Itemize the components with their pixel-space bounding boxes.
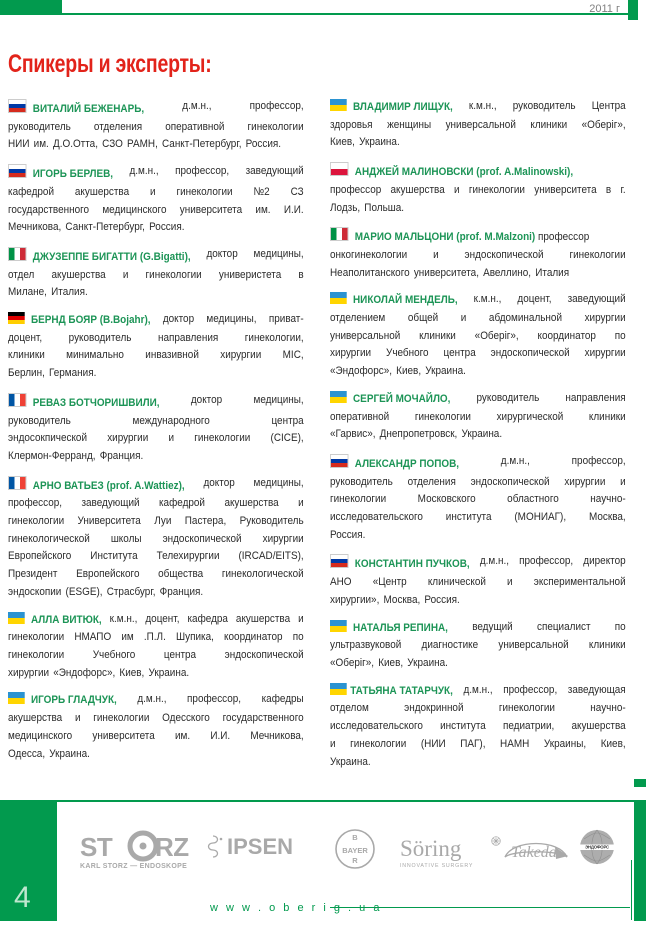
svg-text:IPSEN: IPSEN [227, 834, 293, 859]
svg-text:B: B [352, 833, 358, 842]
svg-text:INNOVATIVE SURGERY: INNOVATIVE SURGERY [400, 863, 473, 869]
svg-text:Takeda: Takeda [511, 844, 557, 861]
svg-text:KARL STORZ — ENDOSKOPE: KARL STORZ — ENDOSKOPE [80, 863, 187, 870]
svg-text:RZ: RZ [155, 832, 189, 862]
svg-text:ЭНДОФОРС: ЭНДОФОРС [585, 845, 609, 850]
svg-text:Söring: Söring [400, 836, 462, 861]
svg-text:R: R [352, 856, 358, 865]
svg-text:BAYER: BAYER [342, 846, 368, 855]
svg-text:ST: ST [80, 832, 113, 862]
